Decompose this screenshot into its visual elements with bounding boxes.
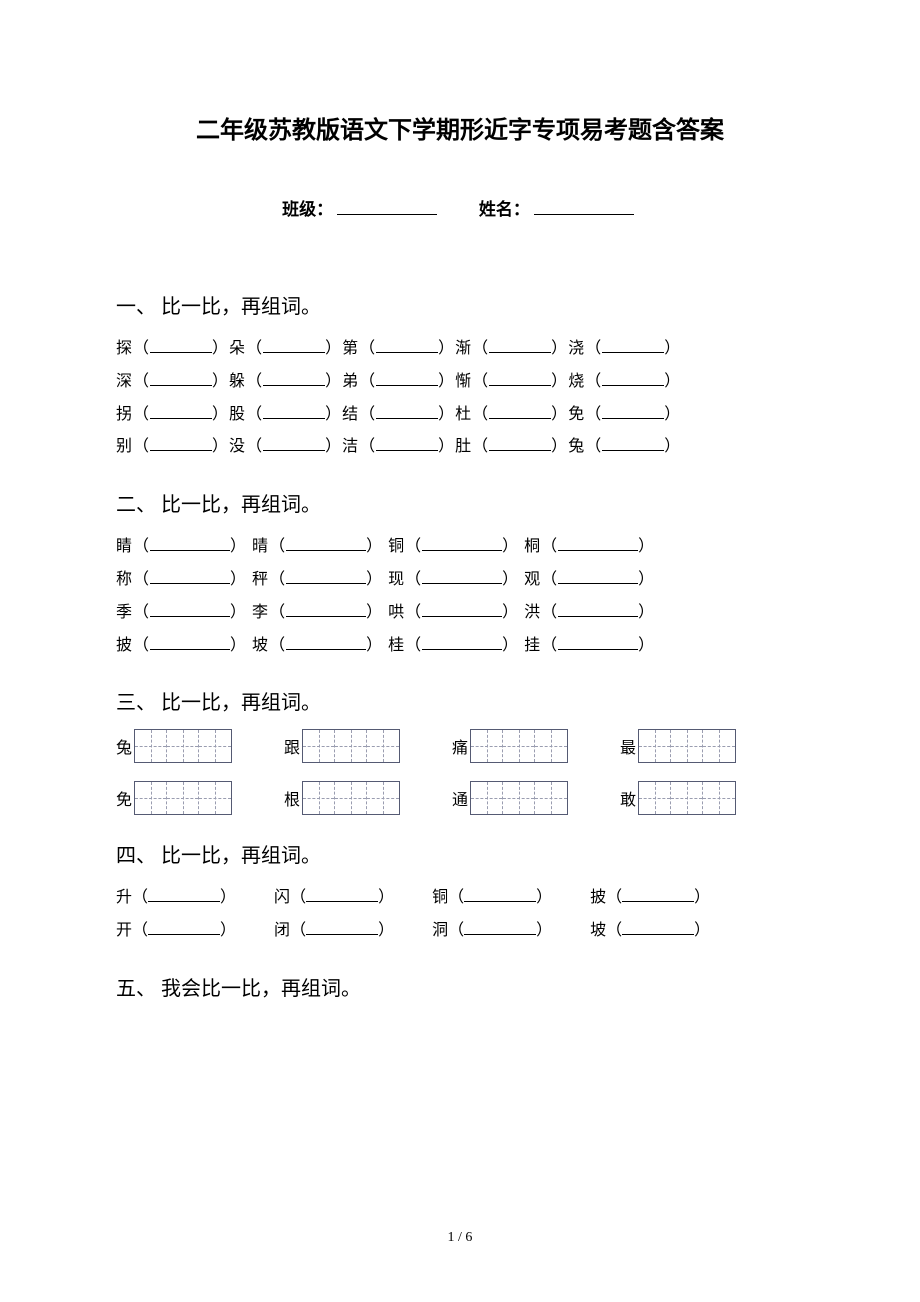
q3-item: 通 xyxy=(452,781,568,815)
section-2-body: 睛（） 晴（） 铜（） 桐（） 称（） 秤（） 现（） 观（） 季（） 李（） … xyxy=(116,531,804,662)
section-5-heading: 五、 我会比一比，再组词。 xyxy=(116,972,804,1001)
section-3-body: 兔 跟 痛 最 免 根 通 敢 xyxy=(116,729,804,815)
writing-box[interactable] xyxy=(638,781,736,815)
q3-item: 免 xyxy=(116,781,232,815)
section-4-body: 升（） 闪（） 铜（） 披（） 开（） 闭（） 洞（） 坡（） xyxy=(116,882,804,948)
q3-item: 敢 xyxy=(620,781,736,815)
q3-row: 兔 跟 痛 最 xyxy=(116,729,804,763)
q2-row: 睛（） 晴（） 铜（） 桐（） xyxy=(116,531,804,564)
q3-item: 根 xyxy=(284,781,400,815)
writing-box[interactable] xyxy=(638,729,736,763)
writing-box[interactable] xyxy=(470,729,568,763)
q2-row: 季（） 李（） 哄（） 洪（） xyxy=(116,597,804,630)
q3-item: 痛 xyxy=(452,729,568,763)
section-3-heading: 三、 比一比，再组词。 xyxy=(116,686,804,715)
section-4-heading: 四、 比一比，再组词。 xyxy=(116,839,804,868)
writing-box[interactable] xyxy=(302,729,400,763)
q3-item: 最 xyxy=(620,729,736,763)
class-blank[interactable] xyxy=(337,198,437,215)
writing-box[interactable] xyxy=(134,729,232,763)
meta-line: 班级： 姓名： xyxy=(116,195,804,220)
q3-item: 兔 xyxy=(116,729,232,763)
q3-row: 免 根 通 敢 xyxy=(116,781,804,815)
q3-item: 跟 xyxy=(284,729,400,763)
name-label: 姓名： xyxy=(479,200,530,219)
name-blank[interactable] xyxy=(534,198,634,215)
section-2-heading: 二、 比一比，再组词。 xyxy=(116,488,804,517)
page-footer: 1 / 6 xyxy=(0,1230,920,1246)
page-title: 二年级苏教版语文下学期形近字专项易考题含答案 xyxy=(116,110,804,145)
writing-box[interactable] xyxy=(134,781,232,815)
q1-row: 别（）没（）洁（）肚（）兔（） xyxy=(116,431,804,464)
writing-box[interactable] xyxy=(470,781,568,815)
q1-row: 拐（）股（）结（）杜（）免（） xyxy=(116,399,804,432)
class-label: 班级： xyxy=(282,200,333,219)
section-1-heading: 一、 比一比，再组词。 xyxy=(116,290,804,319)
q4-row: 开（） 闭（） 洞（） 坡（） xyxy=(116,915,804,948)
q2-row: 披（） 坡（） 桂（） 挂（） xyxy=(116,630,804,663)
q1-row: 探（）朵（）第（）渐（）浇（） xyxy=(116,333,804,366)
q1-row: 深（）躲（）弟（）惭（）烧（） xyxy=(116,366,804,399)
section-1-body: 探（）朵（）第（）渐（）浇（） 深（）躲（）弟（）惭（）烧（） 拐（）股（）结（… xyxy=(116,333,804,464)
writing-box[interactable] xyxy=(302,781,400,815)
q2-row: 称（） 秤（） 现（） 观（） xyxy=(116,564,804,597)
q4-row: 升（） 闪（） 铜（） 披（） xyxy=(116,882,804,915)
